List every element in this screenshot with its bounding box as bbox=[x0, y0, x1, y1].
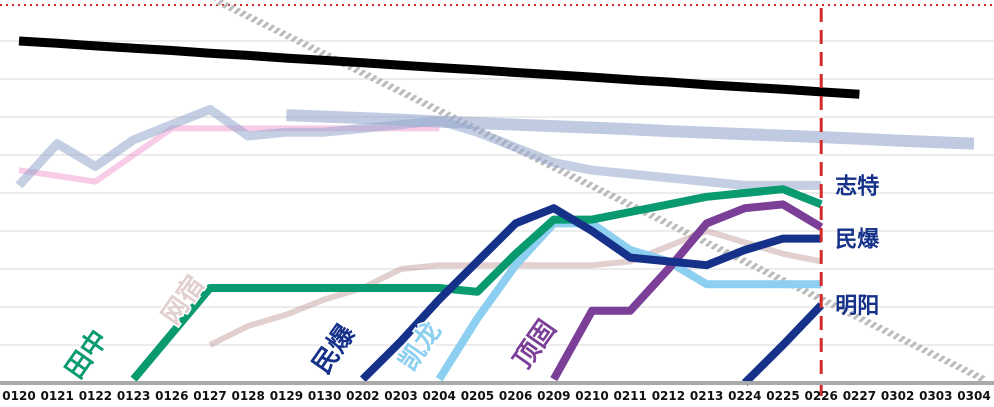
x-tick-label: 0121 bbox=[40, 389, 73, 403]
x-tick-label: 0302 bbox=[881, 389, 914, 403]
x-axis bbox=[0, 381, 994, 385]
series-end-label: 民爆 bbox=[835, 228, 880, 253]
x-tick-label: 0120 bbox=[2, 389, 35, 403]
x-tick-label: 0227 bbox=[843, 389, 876, 403]
x-tick-label: 0130 bbox=[308, 389, 341, 403]
x-tick-label: 0210 bbox=[575, 389, 608, 403]
x-tick-label: 0202 bbox=[346, 389, 379, 403]
series-line bbox=[18, 36, 860, 99]
x-tick-label: 0303 bbox=[919, 389, 952, 403]
x-tick-label: 0226 bbox=[804, 389, 837, 403]
x-tick-label: 0304 bbox=[957, 389, 990, 403]
x-tick-label: 0211 bbox=[613, 389, 646, 403]
series-line bbox=[130, 185, 823, 382]
series-line bbox=[435, 219, 822, 382]
series-line bbox=[550, 200, 824, 382]
x-tick-label: 0213 bbox=[690, 389, 723, 403]
x-tick-label: 0128 bbox=[231, 389, 264, 403]
lines bbox=[15, 8, 975, 400]
x-tick-label: 0209 bbox=[537, 389, 570, 403]
x-tick-label: 0225 bbox=[766, 389, 799, 403]
x-tick-label: 0203 bbox=[384, 389, 417, 403]
x-tick-label: 0205 bbox=[461, 389, 494, 403]
x-tick-label: 0129 bbox=[270, 389, 303, 403]
series-line bbox=[286, 109, 975, 150]
series-line bbox=[741, 302, 825, 386]
x-axis-labels: 0120 0121 0122 0123 0126 0127 0128 0129 0130 0202… bbox=[2, 389, 990, 403]
x-tick-label: 0212 bbox=[652, 389, 685, 403]
x-tick-label: 0224 bbox=[728, 389, 761, 403]
x-tick-label: 0122 bbox=[79, 389, 112, 403]
series-line bbox=[15, 104, 822, 190]
series-end-label: 明阳 bbox=[835, 294, 879, 319]
x-tick-label: 0126 bbox=[155, 389, 188, 403]
x-tick-label: 0123 bbox=[117, 389, 150, 403]
grid bbox=[0, 4, 994, 346]
series-line bbox=[359, 204, 822, 383]
x-tick-label: 0204 bbox=[422, 389, 455, 403]
x-tick-label: 0206 bbox=[499, 389, 532, 403]
x-tick-label: 0127 bbox=[193, 389, 226, 403]
series-end-label: 志特 bbox=[835, 173, 879, 199]
